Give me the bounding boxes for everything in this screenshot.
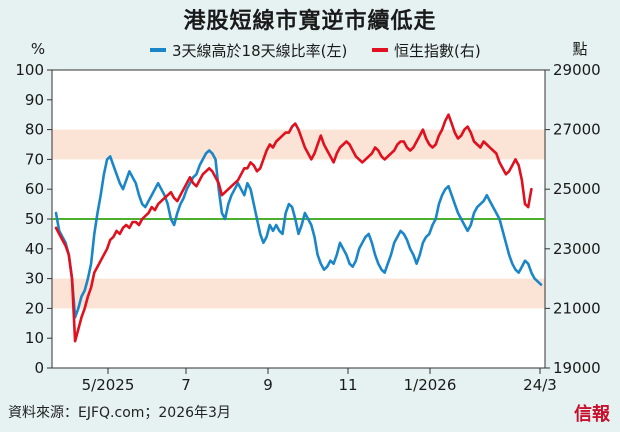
left-axis-unit: % — [31, 40, 45, 58]
right-tick-label: 25000 — [553, 180, 601, 198]
legend-label-breadth: 3天線高於18天線比率(左) — [172, 42, 347, 60]
left-tick-label: 30 — [25, 270, 44, 288]
source-note: 資料來源：EJFQ.com；2026年3月 — [8, 405, 231, 421]
publisher-logo: 信報 — [574, 404, 610, 425]
left-tick-label: 70 — [25, 150, 44, 168]
left-tick-label: 20 — [25, 299, 44, 317]
left-tick-label: 0 — [34, 359, 44, 377]
chart-title: 港股短線市寬逆市續低走 — [183, 9, 437, 34]
breadth-series-line — [54, 149, 543, 319]
hsi-series-line — [54, 113, 533, 343]
right-tick-label: 23000 — [553, 240, 601, 258]
left-tick-label: 80 — [25, 121, 44, 139]
shaded-band — [52, 278, 545, 309]
x-tick-label: 11 — [338, 376, 357, 394]
x-tick-label: 1/2026 — [404, 376, 457, 394]
right-axis-unit: 點 — [572, 40, 587, 58]
left-tick-label: 50 — [25, 210, 44, 228]
legend-label-hsi: 恒生指數(右) — [394, 42, 481, 60]
x-tick-label: 24/3 — [523, 376, 557, 394]
right-tick-label: 29000 — [553, 61, 601, 79]
x-tick-label: 7 — [181, 376, 191, 394]
right-tick-label: 19000 — [553, 359, 601, 377]
left-tick-label: 60 — [25, 180, 44, 198]
x-tick-label: 9 — [263, 376, 273, 394]
left-tick-label: 10 — [25, 329, 44, 347]
left-tick-label: 100 — [15, 61, 44, 79]
left-tick-label: 40 — [25, 240, 44, 258]
right-tick-label: 27000 — [553, 121, 601, 139]
x-tick-label: 5/2025 — [82, 376, 135, 394]
left-tick-label: 90 — [25, 91, 44, 109]
right-tick-label: 21000 — [553, 299, 601, 317]
